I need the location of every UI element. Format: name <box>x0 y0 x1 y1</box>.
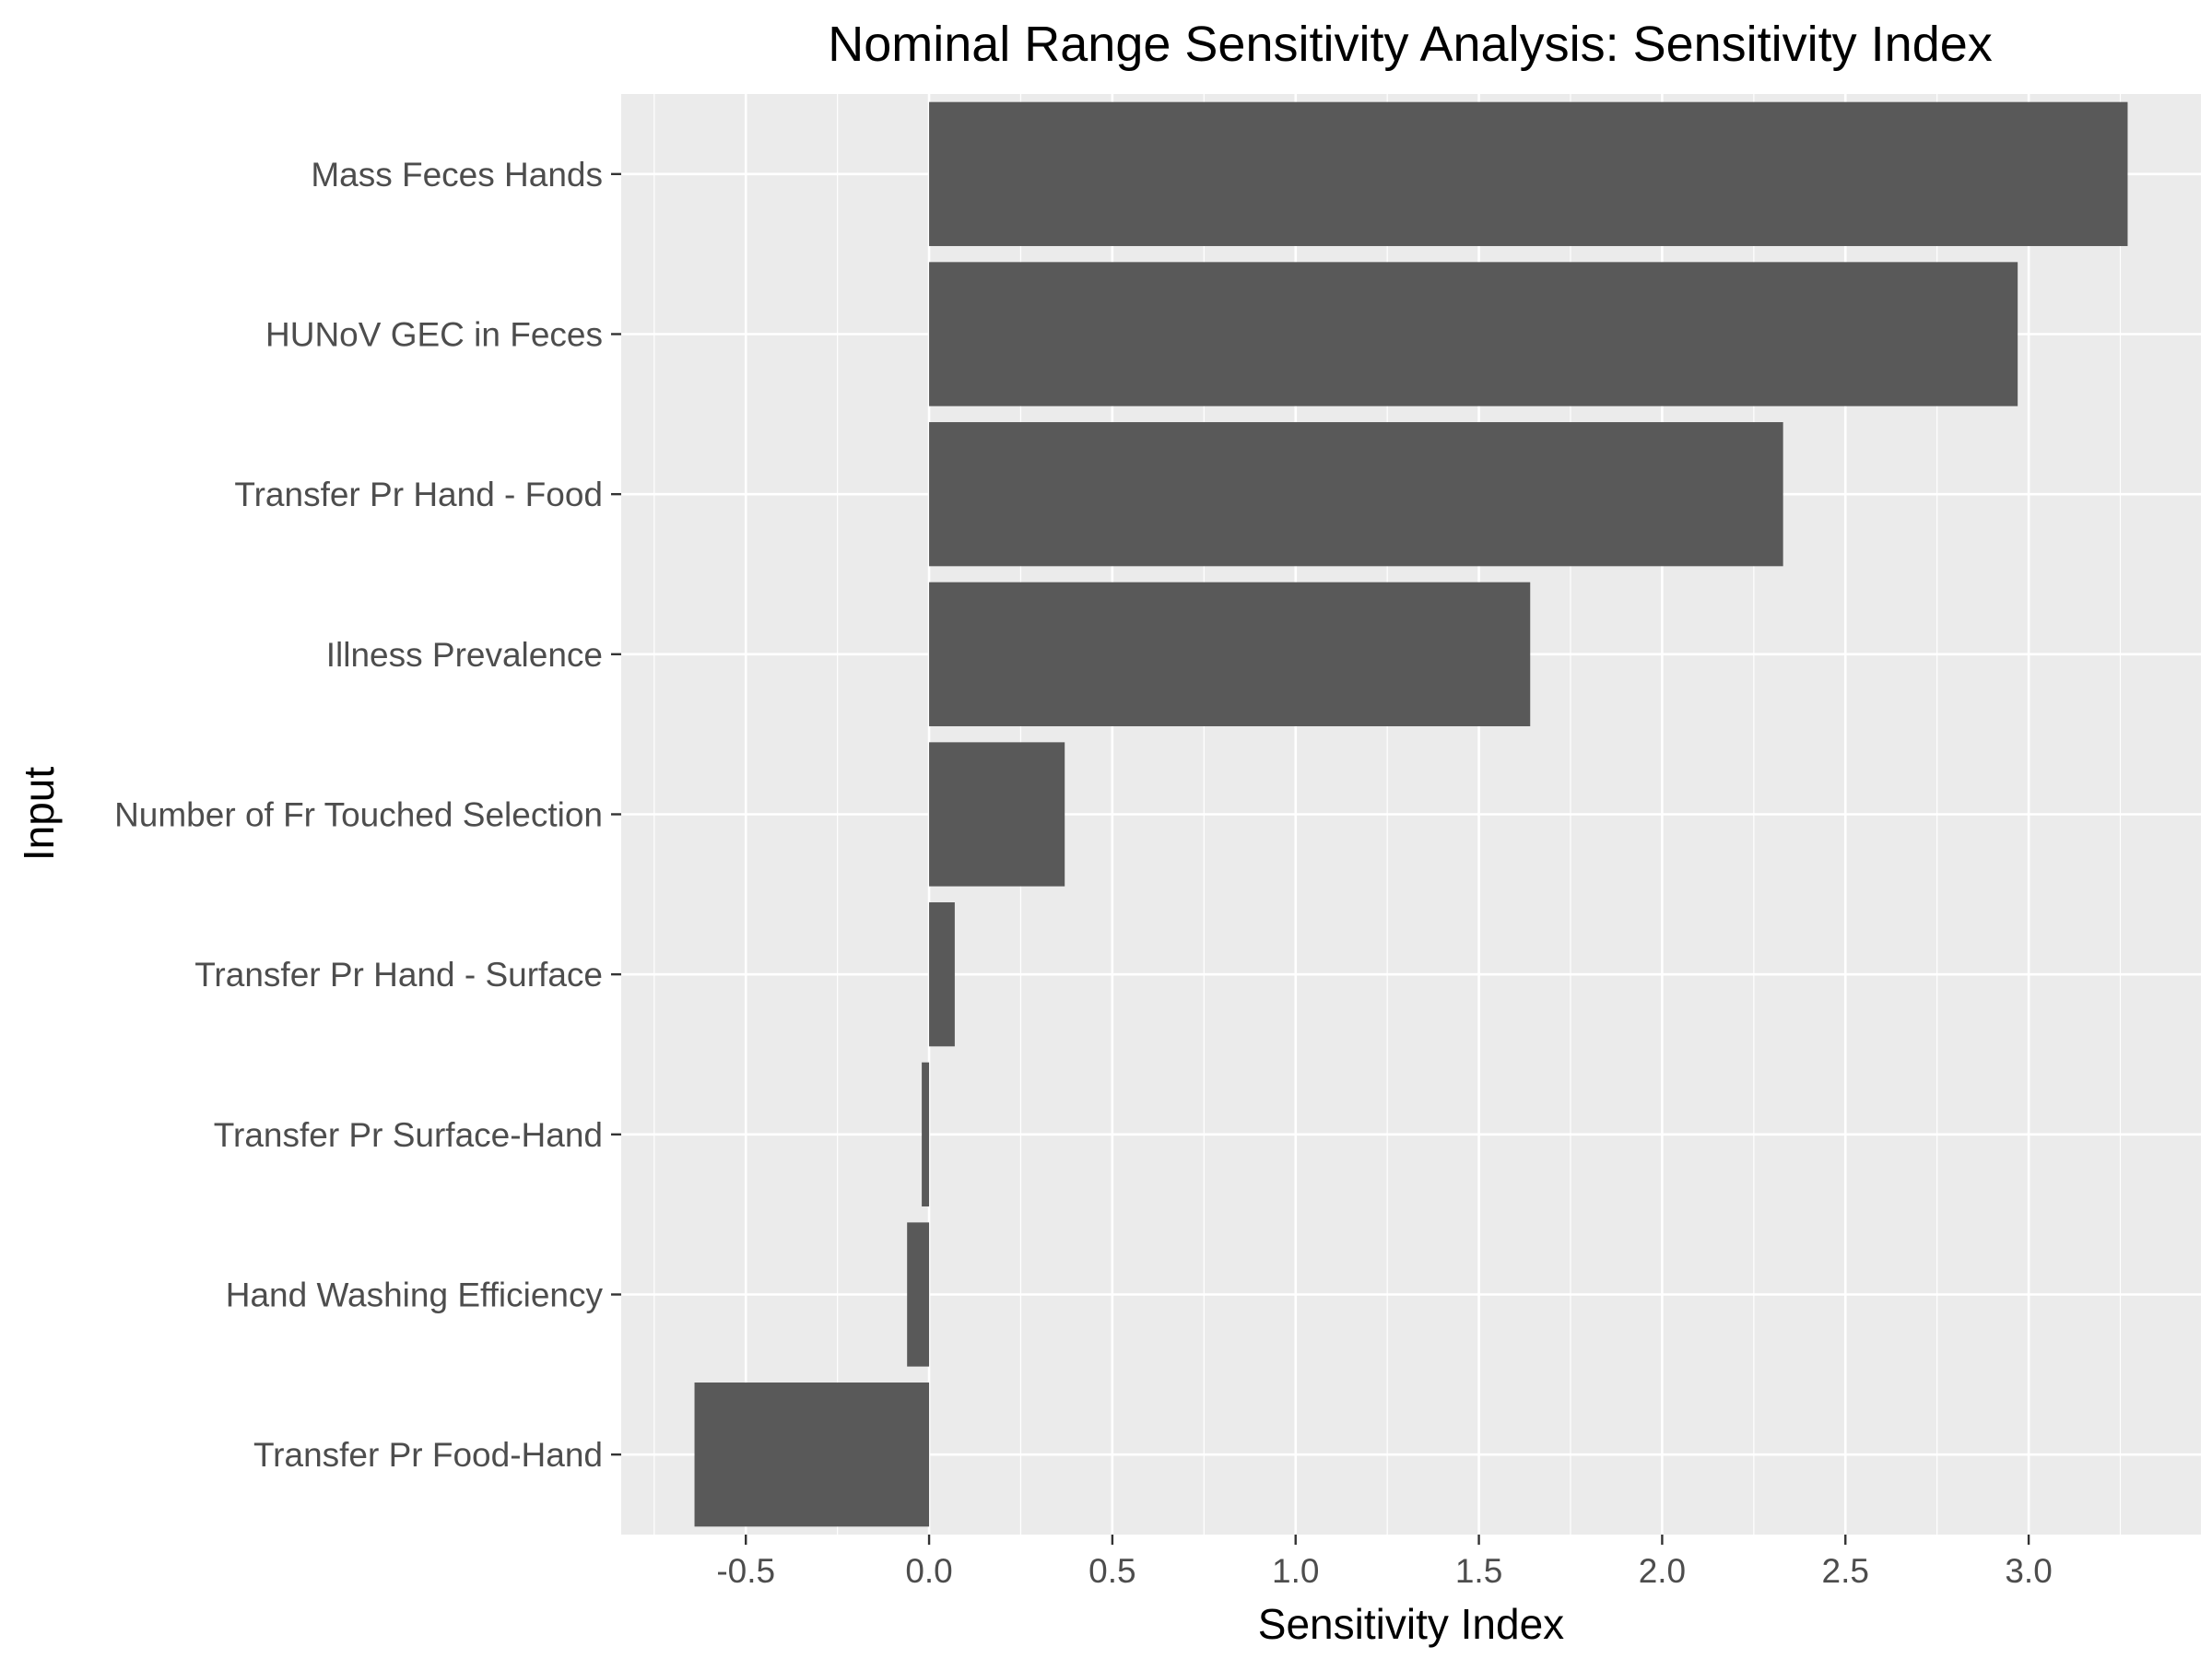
bar-7 <box>907 1222 930 1367</box>
bar-5 <box>929 902 955 1047</box>
bar-2 <box>929 422 1783 567</box>
y-tick-label-6: Transfer Pr Surface-Hand <box>214 1116 603 1154</box>
x-tick-label-1: 0.0 <box>905 1552 952 1590</box>
y-tick-label-0: Mass Feces Hands <box>311 156 603 194</box>
y-tick-label-3: Illness Prevalence <box>326 636 603 674</box>
y-tick-label-5: Transfer Pr Hand - Surface <box>194 956 603 994</box>
x-tick-label-7: 3.0 <box>2005 1552 2052 1590</box>
x-axis-title: Sensitivity Index <box>1258 1600 1564 1648</box>
bar-0 <box>929 101 2128 246</box>
x-tick-label-6: 2.5 <box>1822 1552 1869 1590</box>
bar-4 <box>929 742 1065 887</box>
x-axis: -0.5 0.0 0.5 1.0 1.5 2.0 2.5 3.0 <box>716 1535 2053 1590</box>
x-tick-label-4: 1.5 <box>1455 1552 1502 1590</box>
y-tick-label-4: Number of Fr Touched Selection <box>114 796 603 834</box>
y-tick-label-1: HUNoV GEC in Feces <box>265 316 603 354</box>
chart-title: Nominal Range Sensitivity Analysis: Sens… <box>828 17 1993 72</box>
x-tick-label-5: 2.0 <box>1639 1552 1686 1590</box>
x-tick-label-3: 1.0 <box>1272 1552 1319 1590</box>
x-tick-label-2: 0.5 <box>1088 1552 1135 1590</box>
y-tick-label-8: Transfer Pr Food-Hand <box>253 1436 603 1474</box>
x-tick-label-0: -0.5 <box>716 1552 775 1590</box>
bars <box>694 101 2128 1527</box>
bar-8 <box>694 1382 930 1527</box>
bar-1 <box>929 262 2018 406</box>
bar-3 <box>929 582 1531 726</box>
y-tick-label-2: Transfer Pr Hand - Food <box>234 476 603 513</box>
y-axis: Mass Feces Hands HUNoV GEC in Feces Transf… <box>114 156 621 1474</box>
y-axis-title: Input <box>15 767 63 862</box>
bar-6 <box>922 1062 930 1206</box>
y-tick-label-7: Hand Washing Efficiency <box>226 1277 604 1314</box>
